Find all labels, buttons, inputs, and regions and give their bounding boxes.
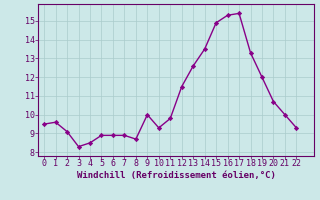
X-axis label: Windchill (Refroidissement éolien,°C): Windchill (Refroidissement éolien,°C): [76, 171, 276, 180]
